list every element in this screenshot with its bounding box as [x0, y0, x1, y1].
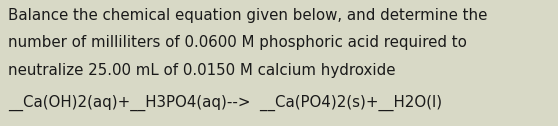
Text: number of milliliters of 0.0600 M phosphoric acid required to: number of milliliters of 0.0600 M phosph…: [8, 35, 467, 50]
Text: __Ca(OH)2(aq)+__H3PO4(aq)-->  __Ca(PO4)2(s)+__H2O(l): __Ca(OH)2(aq)+__H3PO4(aq)--> __Ca(PO4)2(…: [8, 95, 442, 111]
Text: Balance the chemical equation given below, and determine the: Balance the chemical equation given belo…: [8, 8, 488, 23]
Text: neutralize 25.00 mL of 0.0150 M calcium hydroxide: neutralize 25.00 mL of 0.0150 M calcium …: [8, 63, 396, 78]
